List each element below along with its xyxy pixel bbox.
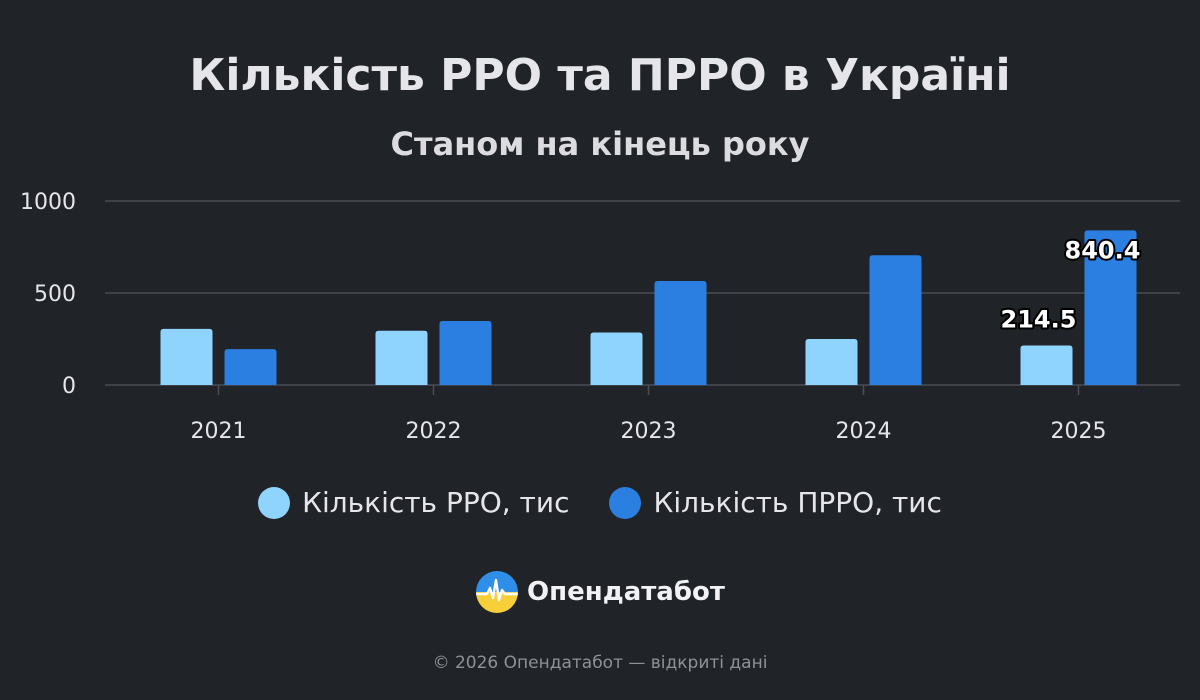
legend-item-rro[interactable]: Кількість РРО, тис: [258, 486, 569, 519]
brand-name: Опендатабот: [527, 577, 725, 607]
y-tick-label-500: 500: [34, 282, 76, 307]
brand: Опендатабот: [0, 570, 1200, 614]
x-tick-label-2022: 2022: [406, 419, 462, 444]
bar-rro-2024: [805, 339, 858, 385]
bar-rro-2025: [1020, 345, 1073, 385]
chart-title: Кількість РРО та ПРРО в Україні: [189, 50, 1011, 101]
bar-prro-2023: [654, 281, 707, 385]
legend-label-prro: Кількість ПРРО, тис: [653, 486, 942, 519]
legend: Кількість РРО, тис Кількість ПРРО, тис: [0, 486, 1200, 519]
bar-prro-2024: [869, 255, 922, 385]
opendatabot-logo-icon: [476, 571, 519, 613]
grid-layer: 0 500 1000 2021 2022 2023 2024 2025: [20, 190, 1180, 444]
y-tick-label-0: 0: [62, 374, 76, 399]
y-tick-label-1000: 1000: [20, 190, 76, 215]
x-tick-label-2023: 2023: [621, 419, 677, 444]
x-tick-label-2024: 2024: [836, 419, 892, 444]
bar-prro-2021: [224, 349, 277, 385]
footer-copyright: © 2026 Опендатабот — відкриті дані: [432, 653, 768, 673]
bar-rro-2023: [590, 332, 643, 385]
bars-layer: [160, 230, 1137, 385]
bar-rro-2022: [375, 330, 428, 385]
bar-rro-2021: [160, 328, 213, 385]
data-label-rro-2025: 214.5: [1001, 306, 1077, 334]
bar-prro-2022: [439, 320, 492, 385]
labels-layer: 214.5 840.4: [999, 234, 1143, 335]
bar-prro-2025: [1084, 230, 1137, 385]
chart-subtitle: Станом на кінець року: [390, 125, 810, 163]
x-tick-label-2021: 2021: [191, 419, 247, 444]
legend-swatch-prro: [609, 486, 642, 519]
x-tick-label-2025: 2025: [1051, 419, 1107, 444]
legend-swatch-rro: [258, 486, 291, 519]
legend-label-rro: Кількість РРО, тис: [302, 486, 570, 519]
legend-item-prro[interactable]: Кількість ПРРО, тис: [609, 486, 942, 519]
data-label-prro-2025: 840.4: [1065, 236, 1141, 264]
